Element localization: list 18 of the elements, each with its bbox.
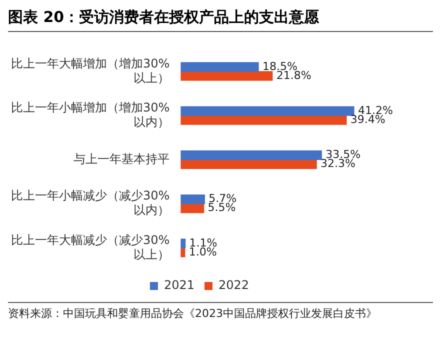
bar	[180, 71, 273, 81]
legend-label: 2021	[164, 278, 195, 292]
y-tick-label: 比上一年小幅增加（增加30%以内）	[11, 100, 170, 129]
y-tick-label: 比上一年大幅增加（增加30%以上）	[11, 56, 170, 85]
bar	[180, 238, 186, 248]
legend-label: 2022	[218, 278, 250, 292]
y-tick-label: 比上一年小幅减少（减少30%以内）	[11, 188, 170, 218]
bar	[180, 194, 205, 204]
bar	[180, 62, 259, 72]
y-tick-label: 与上一年基本持平	[74, 152, 170, 166]
bar	[180, 106, 354, 116]
text: 资料来源：中国玩具和婴童用品协会《2023中国品牌授权行业发展白皮书》	[8, 306, 378, 321]
bar	[180, 150, 322, 160]
chart-title: 图表 20：受访消费者在授权产品上的支出意愿	[8, 8, 433, 32]
bar	[180, 159, 317, 170]
bar	[180, 203, 204, 214]
bar	[180, 115, 347, 125]
y-tick-label: 比上一年大幅减少（减少30%以上）	[11, 232, 170, 262]
